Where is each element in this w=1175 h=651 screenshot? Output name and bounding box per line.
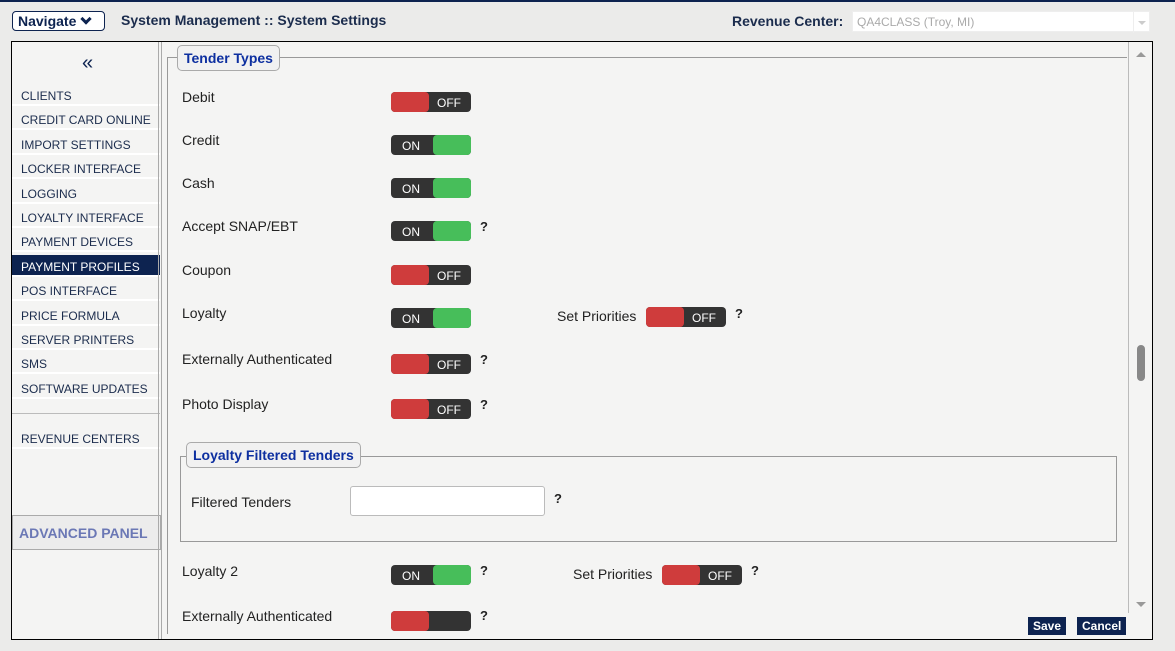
toggle-knob (433, 565, 471, 585)
sidebar-item-clients[interactable]: CLIENTS (12, 84, 160, 106)
sidebar-item-import-settings[interactable]: IMPORT SETTINGS (12, 133, 160, 155)
sidebar-item-software-updates[interactable]: SOFTWARE UPDATES (12, 377, 160, 399)
toggle-state: OFF (692, 311, 716, 325)
collapse-sidebar-icon[interactable]: « (82, 52, 94, 74)
help-icon[interactable]: ? (480, 397, 488, 412)
toggle-knob (391, 92, 429, 112)
help-icon[interactable]: ? (480, 563, 488, 578)
sidebar-item-logging[interactable]: LOGGING (12, 182, 160, 204)
tender-types-fieldset (167, 57, 1127, 634)
help-icon[interactable]: ? (751, 563, 759, 578)
sidebar-item-price-formula[interactable]: PRICE FORMULA (12, 304, 160, 326)
save-button[interactable]: Save (1028, 617, 1067, 635)
toggle-knob (391, 611, 429, 631)
sidebar: « CLIENTS CREDIT CARD ONLINE IMPORT SETTIN… (12, 42, 162, 639)
filtered-tenders-label: Filtered Tenders (191, 494, 292, 510)
toggle-knob (433, 178, 471, 198)
toggle-state: OFF (708, 569, 732, 583)
externally-authenticated-toggle[interactable]: OFF (391, 354, 471, 374)
toggle-knob (391, 354, 429, 374)
toggle-state: ON (402, 569, 420, 583)
photo-display-label: Photo Display (182, 396, 269, 412)
sidebar-item-revenue-centers[interactable]: REVENUE CENTERS (12, 427, 160, 449)
navigate-button[interactable]: Navigate (12, 11, 105, 31)
credit-toggle[interactable]: ON (391, 135, 471, 155)
debit-label: Debit (182, 89, 215, 105)
scrollbar[interactable] (1128, 42, 1151, 613)
sidebar-item-credit-card-online[interactable]: CREDIT CARD ONLINE (12, 108, 160, 131)
navigate-label: Navigate (18, 13, 77, 29)
accept-snap-ebt-label: Accept SNAP/EBT (182, 218, 298, 234)
help-icon[interactable]: ? (480, 219, 488, 234)
toggle-knob (391, 265, 429, 285)
toggle-state: ON (402, 312, 420, 326)
toggle-knob (433, 308, 471, 328)
sidebar-divider (12, 413, 160, 414)
filtered-tenders-input[interactable] (350, 486, 545, 516)
help-icon[interactable]: ? (480, 352, 488, 367)
toggle-state: OFF (437, 269, 461, 283)
top-border (0, 0, 1175, 2)
loyalty-toggle[interactable]: ON (391, 308, 471, 328)
toggle-state: ON (402, 182, 420, 196)
revenue-center-select[interactable]: QA4CLASS (Troy, MI) (852, 11, 1150, 33)
dropdown-arrow-icon (1133, 12, 1149, 33)
cash-toggle[interactable]: ON (391, 178, 471, 198)
loyalty2-set-priorities-label: Set Priorities (573, 566, 653, 582)
loyalty2-set-priorities-toggle[interactable]: OFF (662, 565, 742, 585)
coupon-toggle[interactable]: OFF (391, 265, 471, 285)
settings-content: Tender Types Debit OFF Credit ON Cash ON… (164, 42, 1127, 634)
accept-snap-ebt-toggle[interactable]: ON (391, 221, 471, 241)
loyalty-filtered-legend: Loyalty Filtered Tenders (186, 442, 361, 468)
help-icon[interactable]: ? (480, 608, 488, 623)
sidebar-item-payment-profiles[interactable]: PAYMENT PROFILES (12, 254, 160, 277)
sidebar-item-loyalty-interface[interactable]: LOYALTY INTERFACE (12, 206, 160, 228)
sidebar-item-server-printers[interactable]: SERVER PRINTERS (12, 328, 160, 350)
toggle-state: ON (402, 139, 420, 153)
toggle-state: OFF (437, 96, 461, 110)
revenue-center-label: Revenue Center: (732, 13, 844, 29)
externally-authenticated-label: Externally Authenticated (182, 351, 333, 367)
revenue-center-value: QA4CLASS (Troy, MI) (857, 15, 975, 29)
scroll-thumb[interactable] (1137, 345, 1145, 381)
sidebar-item-pos-interface[interactable]: POS INTERFACE (12, 279, 160, 302)
cancel-button[interactable]: Cancel (1077, 617, 1127, 635)
help-icon[interactable]: ? (735, 306, 743, 321)
loyalty2-ext-auth-toggle[interactable] (391, 611, 471, 631)
toggle-state: OFF (437, 403, 461, 417)
photo-display-toggle[interactable]: OFF (391, 399, 471, 419)
sidebar-item-payment-devices[interactable]: PAYMENT DEVICES (12, 230, 160, 253)
credit-label: Credit (182, 132, 220, 148)
loyalty2-ext-auth-label: Externally Authenticated (182, 608, 333, 624)
help-icon[interactable]: ? (554, 491, 562, 506)
cash-label: Cash (182, 175, 215, 191)
tender-types-legend: Tender Types (177, 45, 280, 71)
loyalty-set-priorities-label: Set Priorities (557, 308, 637, 324)
loyalty2-toggle[interactable]: ON (391, 565, 471, 585)
toggle-knob (433, 135, 471, 155)
toggle-knob (646, 307, 684, 327)
chevron-down-icon (80, 13, 93, 25)
toggle-knob (391, 399, 429, 419)
toggle-knob (662, 565, 700, 585)
sidebar-item-locker-interface[interactable]: LOCKER INTERFACE (12, 157, 160, 180)
toggle-state: OFF (437, 358, 461, 372)
page-title: System Management :: System Settings (121, 12, 387, 28)
debit-toggle[interactable]: OFF (391, 92, 471, 112)
loyalty-filtered-fieldset (180, 456, 1117, 542)
scroll-down-icon[interactable] (1136, 602, 1146, 612)
main-panel: « CLIENTS CREDIT CARD ONLINE IMPORT SETTIN… (11, 41, 1153, 640)
toggle-knob (433, 221, 471, 241)
toggle-state: ON (402, 225, 420, 239)
loyalty2-label: Loyalty 2 (182, 563, 239, 579)
sidebar-item-sms[interactable]: SMS (12, 352, 160, 375)
loyalty-label: Loyalty (182, 305, 227, 321)
loyalty-set-priorities-toggle[interactable]: OFF (646, 307, 726, 327)
coupon-label: Coupon (182, 262, 232, 278)
advanced-panel-button[interactable]: ADVANCED PANEL (12, 515, 161, 550)
scroll-up-icon[interactable] (1136, 47, 1146, 57)
